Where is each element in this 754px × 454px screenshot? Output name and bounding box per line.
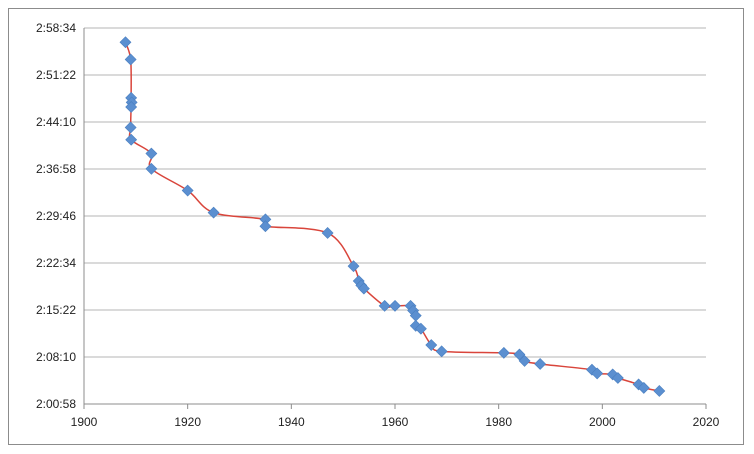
trend-line: [124, 42, 660, 392]
data-point: [389, 299, 401, 312]
y-tick-label: 2:44:10: [36, 115, 76, 129]
data-point: [378, 299, 391, 312]
x-tick-label: 2020: [693, 415, 720, 429]
y-tick-label: 2:00:58: [36, 397, 76, 411]
x-tick-label: 1980: [485, 415, 512, 429]
data-point: [259, 220, 272, 233]
x-tick-label: 1900: [71, 415, 98, 429]
data-point: [124, 53, 137, 66]
x-tick-label: 1920: [174, 415, 201, 429]
data-point: [119, 36, 132, 49]
x-tick-label: 1960: [382, 415, 409, 429]
axis-layer: [83, 28, 707, 409]
data-point: [125, 101, 138, 113]
x-tick-label: 2000: [589, 415, 616, 429]
y-tick-label: 2:58:34: [36, 21, 76, 35]
data-point: [125, 133, 138, 146]
data-point: [145, 162, 158, 175]
data-point: [591, 367, 604, 380]
y-tick-label: 2:36:58: [36, 162, 76, 176]
point-layer: [119, 36, 666, 397]
y-tick-label: 2:29:46: [36, 209, 76, 223]
data-point: [357, 282, 370, 295]
data-point: [145, 147, 158, 160]
data-point: [321, 227, 334, 239]
data-point: [425, 339, 438, 351]
data-point: [124, 121, 137, 134]
data-point: [181, 184, 194, 197]
grid-layer: [84, 27, 706, 358]
data-point: [637, 381, 650, 394]
label-layer: 2:00:58 2:08:10 2:15:22 2:22:34 2:29:46 2:36:…: [36, 21, 720, 429]
data-point: [207, 206, 220, 219]
data-point: [497, 346, 510, 359]
y-tick-label: 2:15:22: [36, 303, 76, 317]
x-tick-label: 1940: [278, 415, 305, 429]
data-point: [347, 260, 360, 273]
data-point: [534, 358, 547, 370]
data-point: [435, 345, 448, 358]
y-tick-label: 2:08:10: [36, 350, 76, 364]
line-layer: [124, 42, 660, 392]
data-point: [611, 372, 624, 384]
data-point: [513, 348, 526, 361]
data-point: [518, 354, 531, 367]
data-point: [414, 322, 427, 335]
y-tick-label: 2:51:22: [36, 68, 76, 82]
data-point: [653, 385, 666, 397]
y-tick-label: 2:22:34: [36, 256, 76, 270]
